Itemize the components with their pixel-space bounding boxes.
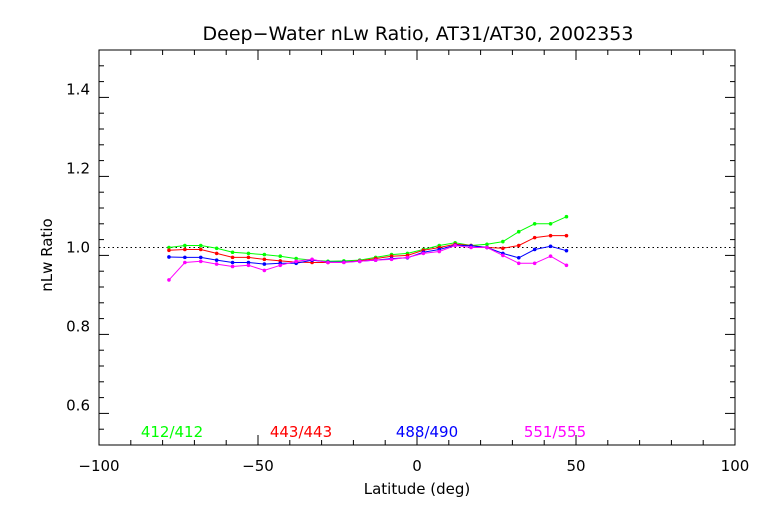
x-tick-labels: −100 −50 0 50 100 [78, 457, 749, 475]
legend-entry: 443/443 [270, 423, 332, 441]
y-axis-label: nLw Ratio [38, 218, 56, 291]
data-point [167, 255, 171, 259]
data-point [246, 251, 251, 256]
y-tick-label: 1.4 [66, 81, 90, 99]
data-point [278, 254, 283, 258]
y-tick-label: 1.2 [66, 160, 90, 178]
x-tick-label: 0 [412, 457, 422, 475]
data-point [501, 253, 505, 258]
data-point [501, 239, 505, 244]
data-point [485, 245, 489, 250]
data-point [198, 255, 203, 260]
data-point [373, 258, 378, 262]
axis-ticks [98, 49, 736, 446]
data-point [437, 249, 442, 254]
data-point [342, 260, 346, 265]
data-point [198, 259, 203, 264]
data-point [469, 245, 473, 250]
x-tick-label: 100 [721, 457, 750, 475]
data-point [183, 260, 187, 265]
data-point [485, 242, 489, 247]
data-point [532, 247, 537, 252]
data-point [262, 257, 267, 262]
data-point [214, 246, 219, 251]
data-point [214, 251, 219, 256]
data-point [564, 263, 569, 268]
y-tick-labels: 0.6 0.8 1.0 1.2 1.4 [66, 81, 90, 415]
data-point [183, 255, 187, 260]
data-point [198, 243, 203, 248]
x-tick-label: −100 [78, 457, 119, 475]
data-point [246, 260, 251, 265]
data-point [262, 268, 267, 273]
data-point [516, 261, 521, 266]
data-point [246, 255, 251, 260]
data-point [389, 257, 394, 262]
data-point [167, 278, 171, 282]
data-point [183, 243, 187, 248]
data-point [167, 248, 171, 253]
y-tick-label: 0.6 [66, 397, 90, 415]
data-point [214, 262, 219, 266]
series-line [168, 244, 567, 281]
data-point [262, 252, 267, 257]
data-point [294, 256, 298, 261]
data-point [278, 263, 283, 268]
data-point [405, 255, 410, 260]
data-point [516, 243, 521, 248]
legend-entry: 551/555 [524, 423, 586, 441]
x-axis-label: Latitude (deg) [364, 480, 470, 498]
data-point [548, 244, 553, 249]
data-point [326, 260, 330, 265]
data-point [214, 258, 219, 262]
data-point [453, 243, 457, 248]
y-tick-label: 0.8 [66, 318, 90, 336]
series-line [168, 216, 567, 262]
x-tick-label: −50 [242, 457, 274, 475]
data-point [167, 245, 171, 250]
data-point [246, 263, 251, 268]
data-point [501, 246, 505, 251]
legend-entry: 488/490 [396, 423, 458, 441]
data-point [564, 233, 569, 238]
data-point [183, 247, 187, 252]
data-point [421, 251, 426, 256]
series-line [168, 235, 567, 263]
data-point [262, 262, 267, 266]
data-point [198, 247, 203, 252]
data-point [230, 255, 235, 260]
data-point [516, 229, 521, 234]
data-point [548, 233, 553, 238]
data-point [564, 214, 569, 219]
data-point [310, 257, 314, 262]
data-point [230, 260, 235, 265]
series-488-490 [167, 243, 569, 266]
data-point [294, 259, 298, 264]
data-point [548, 254, 553, 258]
data-point [357, 259, 362, 264]
data-point [532, 261, 537, 266]
chart-title: Deep−Water nLw Ratio, AT31/AT30, 2002353 [203, 23, 634, 45]
x-tick-label: 50 [566, 457, 585, 475]
data-point [532, 222, 537, 226]
y-tick-label: 1.0 [66, 239, 90, 257]
data-point [230, 250, 235, 255]
legend-entry: 412/412 [141, 423, 203, 441]
series-551-555 [167, 243, 569, 282]
data-point [230, 264, 235, 269]
data-point [516, 255, 521, 260]
legend: 412/412 443/443 488/490 551/555 [141, 423, 586, 441]
data-point [564, 248, 569, 253]
series-group [167, 214, 569, 282]
data-point [532, 235, 537, 240]
data-point [548, 222, 553, 226]
